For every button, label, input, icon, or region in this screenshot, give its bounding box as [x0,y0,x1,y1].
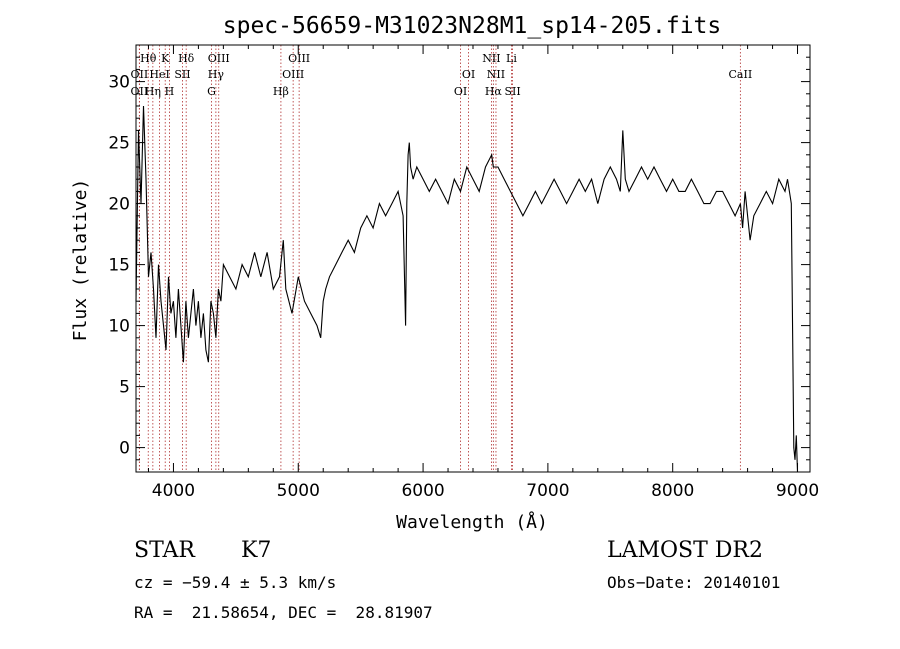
x-tick-label-6000: 6000 [401,481,444,501]
object-subclass: K7 [241,538,272,563]
spectral-line-label-9: OIII [208,52,230,65]
spectral-line-label-20: Li [506,52,517,65]
spectral-line-label-11: G [207,85,216,98]
spectral-line-label-19: Hα [485,85,503,98]
x-tick-label-5000: 5000 [277,481,320,501]
y-axis: 0 5 10 15 20 25 30 [108,44,810,461]
y-tick-label-0: 0 [119,439,130,459]
spectral-line-label-2: OII [131,85,149,98]
spectral-line-markers [138,45,741,472]
x-tick-label-9000: 9000 [776,481,819,501]
y-tick-label-30: 30 [108,73,130,93]
plot-frame [135,44,811,473]
x-axis: 4000 5000 6000 7000 8000 9000 [147,45,819,501]
spectral-line-label-21: SII [504,85,520,98]
x-axis-label: Wavelength (Å) [396,511,548,533]
spectral-line-label-4: HeI [149,68,169,81]
chart-title: spec-56659-M31023N28M1_sp14-205.fits [223,13,722,39]
x-tick-label-4000: 4000 [152,481,195,501]
spectral-line-label-6: H [165,85,175,98]
spectral-line-label-7: SII [174,68,190,81]
spectral-line-label-1: OII [131,68,149,81]
spectral-line-label-12: Hβ [273,85,289,98]
spectral-line-label-16: OI [454,85,467,98]
survey-name: LAMOST DR2 [607,538,763,563]
spectral-line-label-17: NII [482,52,500,65]
y-tick-label-10: 10 [108,317,130,337]
redshift-velocity: cz = −59.4 ± 5.3 km/s [134,573,337,592]
flux-series-line [135,105,799,473]
coordinates: RA = 21.58654, DEC = 28.81907 [134,603,433,622]
spectral-line-label-15: OI [462,68,475,81]
y-tick-label-5: 5 [119,378,130,398]
spectral-line-label-10: Hγ [208,68,225,81]
spectral-line-label-13: OIII [288,52,310,65]
y-axis-label: Flux (relative) [70,179,91,342]
x-tick-label-7000: 7000 [526,481,569,501]
spectral-line-label-18: NII [487,68,505,81]
y-tick-label-15: 15 [108,256,130,276]
spectral-line-label-0: Hθ [140,52,157,65]
x-tick-label-8000: 8000 [651,481,694,501]
object-class: STAR [134,538,195,563]
spectral-line-label-8: Hδ [178,52,195,65]
spectral-line-label-14: OIII [282,68,304,81]
observation-date: Obs−Date: 20140101 [607,573,781,592]
spectral-line-label-22: CaII [729,68,753,81]
spectral-line-label-5: Hη [145,85,161,98]
y-tick-label-25: 25 [108,134,130,154]
y-tick-label-20: 20 [108,195,130,215]
spectral-line-label-3: K [161,52,170,65]
spectral-line-labels: Hθ OII OII K HeI Hη H SII Hδ OIII Hγ G Hβ OIII OIII OI O… [131,52,753,98]
